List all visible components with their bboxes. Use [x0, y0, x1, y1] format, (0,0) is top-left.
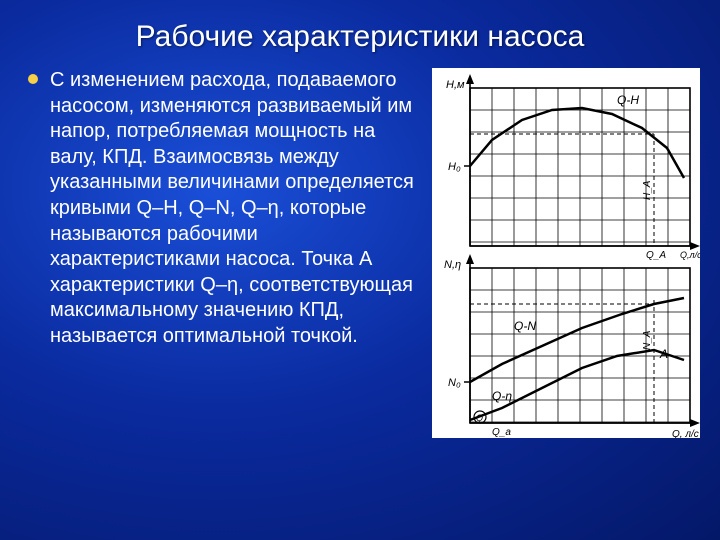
bullet-icon [28, 74, 38, 84]
svg-text:H_A: H_A [642, 180, 653, 200]
svg-text:Q,л/с: Q,л/с [680, 250, 700, 260]
slide-title: Рабочие характеристики насоса [0, 0, 720, 68]
svg-text:Q_A: Q_A [646, 250, 666, 261]
pump-characteristics-chart: H,м N,η Q-H H₀ H_A Q_A Q,л/с Q-N Q-η N₀ Q Q_a A N_A Q,… [432, 68, 700, 438]
svg-text:H₀: H₀ [448, 161, 461, 173]
svg-text:Q-H: Q-H [617, 93, 639, 107]
svg-text:H,м: H,м [446, 79, 465, 91]
svg-text:A: A [659, 347, 668, 361]
svg-text:Q: Q [476, 413, 483, 423]
svg-text:Q-η: Q-η [492, 389, 512, 403]
svg-text:Q-N: Q-N [514, 319, 536, 333]
content-row: С изменением расхода, подаваемого насосо… [0, 68, 720, 438]
svg-text:Q_a: Q_a [492, 427, 511, 438]
svg-text:N_A: N_A [642, 330, 653, 350]
svg-text:N,η: N,η [444, 259, 461, 271]
svg-text:N₀: N₀ [448, 377, 461, 389]
body-text-column: С изменением расхода, подаваемого насосо… [28, 68, 414, 438]
svg-text:Q, л/с: Q, л/с [672, 429, 699, 438]
chart-svg: H,м N,η Q-H H₀ H_A Q_A Q,л/с Q-N Q-η N₀ Q Q_a A N_A Q,… [432, 68, 700, 438]
body-text: С изменением расхода, подаваемого насосо… [50, 69, 414, 347]
